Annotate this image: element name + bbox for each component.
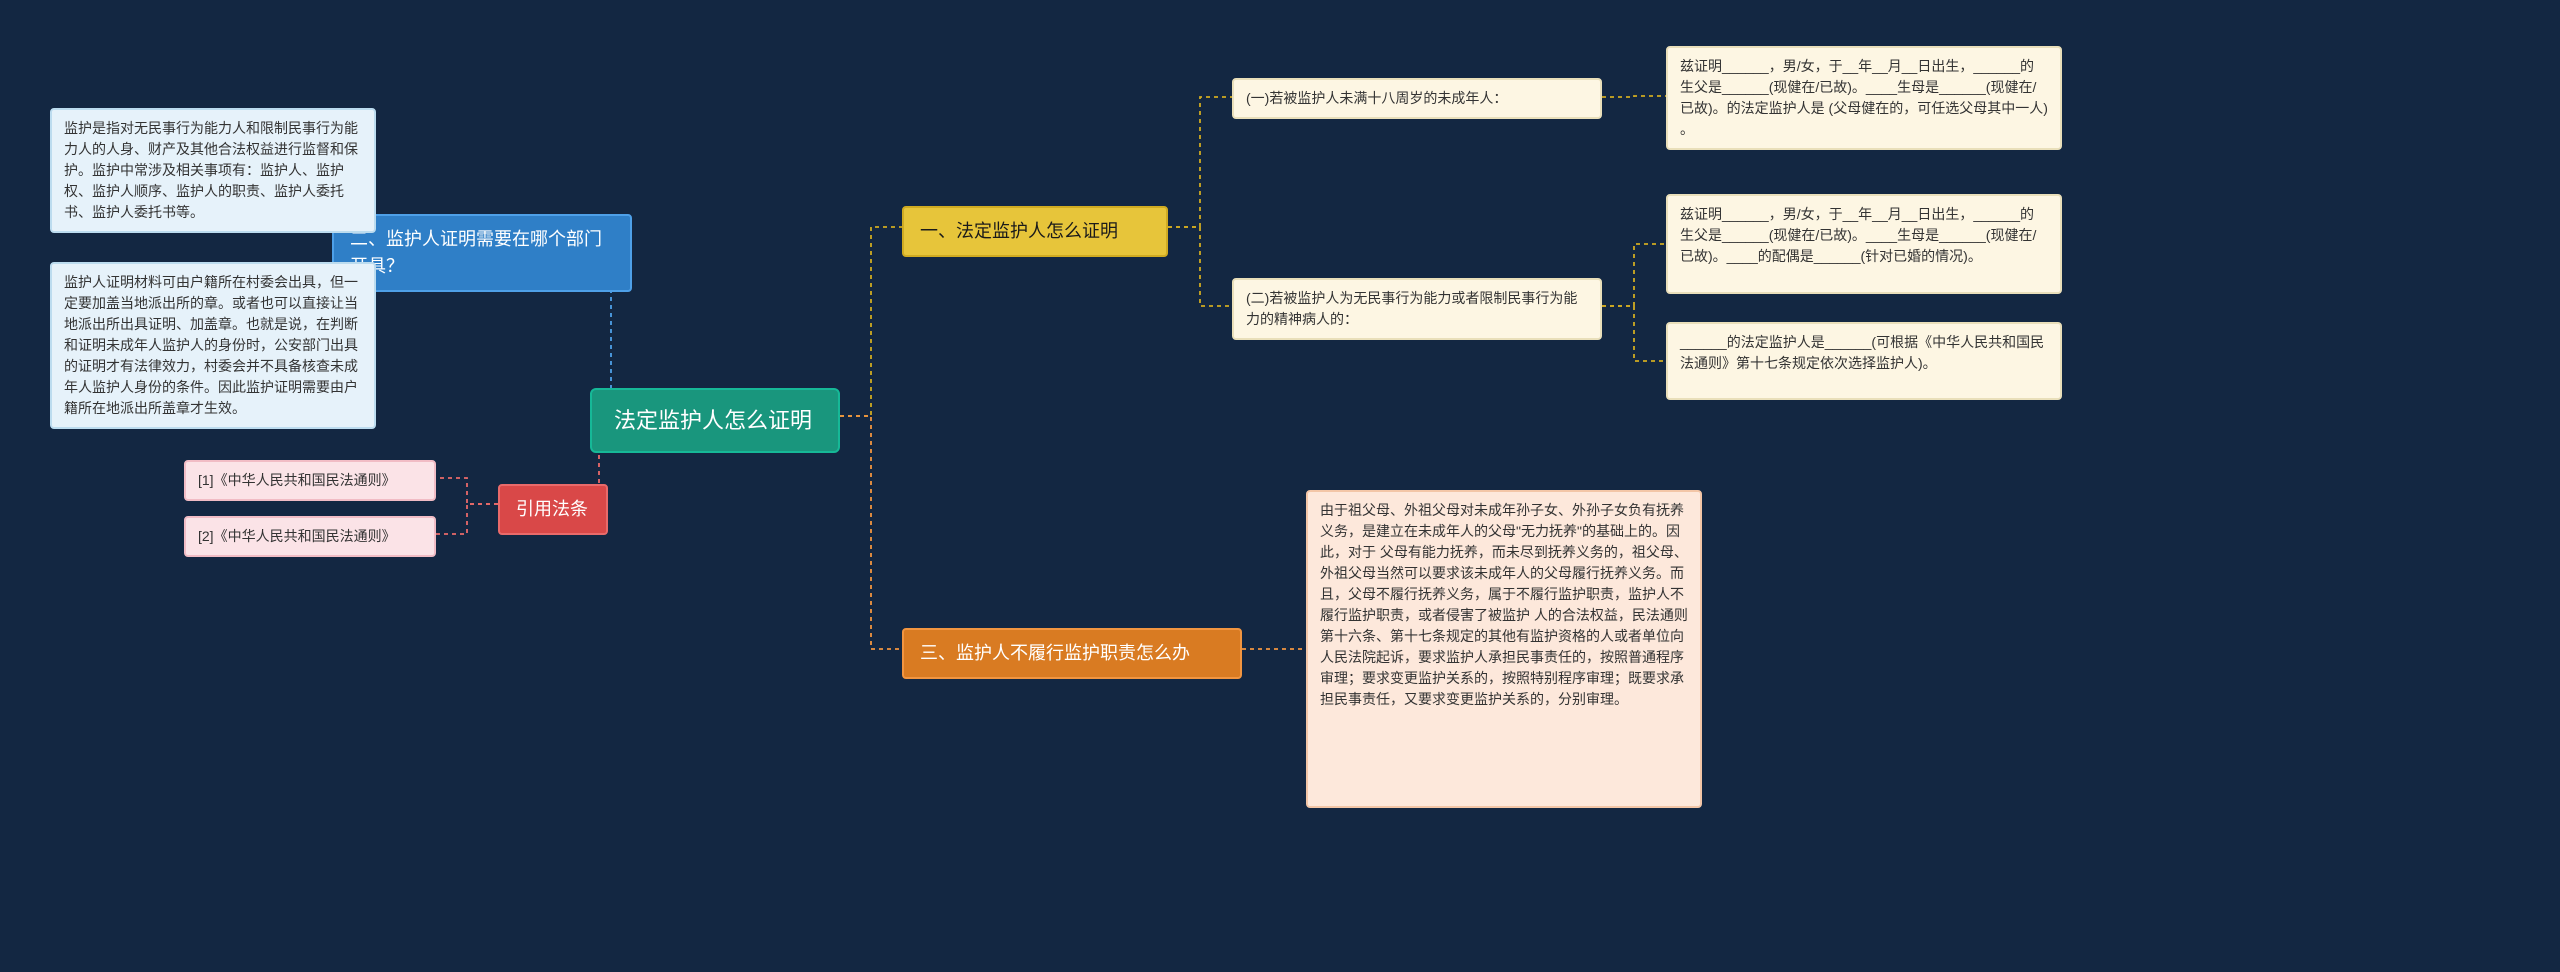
leaf-label: [1]《中华人民共和国民法通则》	[198, 472, 396, 488]
root-label: 法定监护人怎么证明	[614, 408, 812, 433]
branch-prove-guardian[interactable]: 一、法定监护人怎么证明	[902, 206, 1168, 257]
connector	[1602, 244, 1666, 306]
leaf-law-ref-2[interactable]: [2]《中华人民共和国民法通则》	[184, 516, 436, 557]
leaf-label: 由于祖父母、外祖父母对未成年孙子女、外孙子女负有抚养义务，是建立在未成年人的父母…	[1320, 502, 1688, 707]
leaf-label: 监护人证明材料可由户籍所在村委会出具，但一定要加盖当地派出所的章。或者也可以直接…	[64, 274, 358, 416]
leaf-label: 监护是指对无民事行为能力人和限制民事行为能力人的人身、财产及其他合法权益进行监督…	[64, 120, 358, 220]
branch-label: 二、监护人证明需要在哪个部门开具？	[350, 229, 602, 276]
leaf-law-ref-1[interactable]: [1]《中华人民共和国民法通则》	[184, 460, 436, 501]
leaf-label: (二)若被监护人为无民事行为能力或者限制民事行为能力的精神病人的：	[1246, 290, 1577, 327]
leaf-incapacity-template-2[interactable]: ______的法定监护人是______(可根据《中华人民共和国民法通则》第十七条…	[1666, 322, 2062, 400]
leaf-label: [2]《中华人民共和国民法通则》	[198, 528, 396, 544]
branch-neglect-duty[interactable]: 三、监护人不履行监护职责怎么办	[902, 628, 1242, 679]
leaf-label: (一)若被监护人未满十八周岁的未成年人：	[1246, 90, 1507, 106]
connector	[840, 227, 902, 416]
leaf-incapacity-template-1[interactable]: 兹证明______，男/女，于__年__月__日出生，______的生父是___…	[1666, 194, 2062, 294]
leaf-label: 兹证明______，男/女，于__年__月__日出生，______的生父是___…	[1680, 206, 2036, 264]
connector	[436, 478, 498, 504]
connector	[436, 504, 498, 534]
leaf-guardianship-definition[interactable]: 监护是指对无民事行为能力人和限制民事行为能力人的人身、财产及其他合法权益进行监督…	[50, 108, 376, 233]
branch-label: 一、法定监护人怎么证明	[920, 221, 1118, 241]
root-node[interactable]: 法定监护人怎么证明	[590, 388, 840, 453]
connector	[1168, 97, 1232, 227]
leaf-incapacity-case[interactable]: (二)若被监护人为无民事行为能力或者限制民事行为能力的精神病人的：	[1232, 278, 1602, 340]
leaf-neglect-explanation[interactable]: 由于祖父母、外祖父母对未成年孙子女、外孙子女负有抚养义务，是建立在未成年人的父母…	[1306, 490, 1702, 808]
branch-cited-laws[interactable]: 引用法条	[498, 484, 608, 535]
connector	[1168, 227, 1232, 306]
branch-label: 三、监护人不履行监护职责怎么办	[920, 643, 1190, 663]
branch-which-department[interactable]: 二、监护人证明需要在哪个部门开具？	[332, 214, 632, 292]
leaf-issuing-authority[interactable]: 监护人证明材料可由户籍所在村委会出具，但一定要加盖当地派出所的章。或者也可以直接…	[50, 262, 376, 429]
leaf-minor-template[interactable]: 兹证明______，男/女，于__年__月__日出生，______的生父是___…	[1666, 46, 2062, 150]
connector	[1602, 306, 1666, 361]
leaf-minor-case[interactable]: (一)若被监护人未满十八周岁的未成年人：	[1232, 78, 1602, 119]
leaf-label: 兹证明______，男/女，于__年__月__日出生，______的生父是___…	[1680, 58, 2048, 137]
branch-label: 引用法条	[516, 499, 588, 519]
connector	[1602, 96, 1666, 97]
leaf-label: ______的法定监护人是______(可根据《中华人民共和国民法通则》第十七条…	[1680, 334, 2044, 371]
connector	[840, 416, 902, 649]
